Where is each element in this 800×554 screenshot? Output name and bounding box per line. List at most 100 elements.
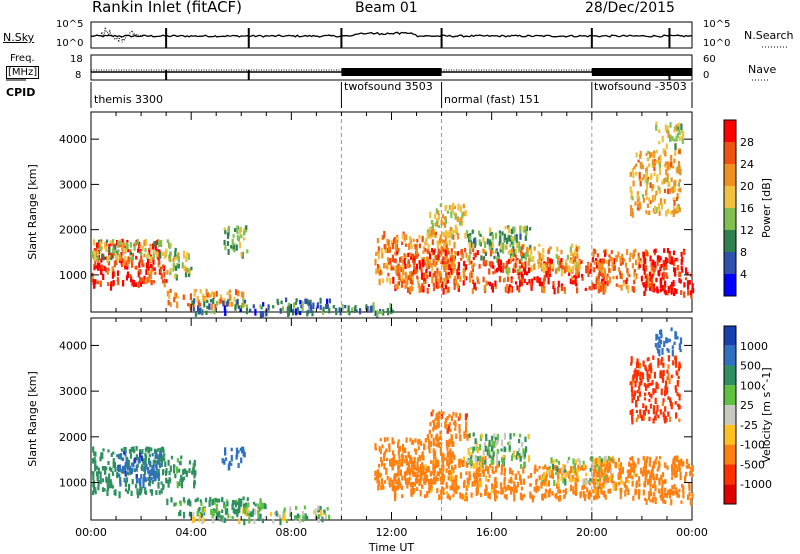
velocity-pixel	[94, 487, 97, 493]
power-pixel	[120, 251, 123, 256]
velocity-pixel	[511, 470, 514, 476]
power-pixel	[689, 290, 692, 296]
velocity-pixel	[592, 458, 596, 465]
velocity-pixel	[250, 511, 253, 517]
velocity-pixel	[221, 509, 224, 514]
velocity-colorbar-tick-2: 100	[740, 379, 761, 392]
power-pixel	[507, 250, 510, 255]
power-pixel	[100, 258, 103, 263]
power-pixel	[658, 255, 661, 263]
velocity-pixel	[637, 369, 640, 377]
xaxis-label: Time UT	[368, 541, 414, 554]
velocity-pixel	[644, 497, 647, 501]
power-pixel	[543, 269, 546, 274]
power-pixel	[187, 273, 191, 278]
velocity-pixel	[649, 478, 652, 484]
velocity-pixel	[162, 483, 165, 489]
velocity-pixel	[654, 496, 657, 501]
velocity-pixel	[243, 518, 246, 526]
velocity-pixel	[638, 482, 641, 488]
velocity-pixel	[436, 415, 439, 421]
velocity-pixel	[448, 495, 451, 501]
velocity-pixel	[273, 511, 276, 516]
power-pixel	[391, 242, 394, 250]
power-pixel	[117, 244, 120, 248]
velocity-pixel	[283, 512, 286, 518]
power-pixel	[668, 165, 671, 170]
power-pixel	[443, 277, 446, 282]
velocity-pixel	[655, 456, 658, 460]
xtick-label-2: 08:00	[275, 526, 307, 539]
velocity-pixel	[516, 451, 519, 458]
velocity-pixel	[584, 493, 587, 498]
power-pixel	[499, 235, 502, 242]
velocity-pixel	[594, 469, 597, 473]
power-pixel	[226, 291, 229, 296]
velocity-pixel	[424, 438, 427, 443]
power-pixel	[177, 256, 180, 263]
power-pixel	[325, 303, 328, 310]
power-pixel	[451, 256, 454, 262]
power-pixel	[537, 263, 540, 270]
power-pixel	[419, 262, 422, 270]
velocity-pixel	[429, 484, 432, 491]
power-pixel	[208, 294, 211, 298]
velocity-pixel	[546, 466, 549, 472]
power-pixel	[666, 291, 669, 296]
power-pixel	[435, 208, 438, 214]
power-pixel	[655, 121, 658, 129]
velocity-pixel	[259, 499, 262, 507]
velocity-pixel	[661, 356, 664, 362]
power-colorbar-cell-1	[724, 252, 736, 274]
velocity-pixel	[569, 484, 573, 492]
velocity-pixel	[143, 465, 146, 472]
power-pixel	[146, 252, 150, 259]
velocity-pixel	[561, 467, 564, 474]
velocity-pixel	[543, 493, 546, 498]
velocity-pixel	[378, 472, 381, 478]
velocity-pixel	[658, 336, 661, 343]
velocity-pixel	[394, 496, 397, 502]
velocity-pixel	[152, 459, 155, 467]
velocity-pixel	[245, 505, 248, 509]
power-pixel	[502, 248, 505, 254]
power-pixel	[420, 268, 423, 273]
power-pixel	[563, 286, 566, 291]
velocity-pixel	[418, 482, 421, 487]
power-pixel	[382, 309, 385, 316]
power-pixel	[673, 291, 676, 297]
velocity-pixel	[419, 472, 422, 476]
power-pixel	[216, 301, 219, 306]
power-pixel	[653, 167, 656, 172]
velocity-pixel	[669, 400, 672, 407]
power-pixel	[494, 269, 497, 274]
power-pixel	[396, 268, 399, 276]
power-pixel	[642, 282, 645, 288]
power-pixel	[641, 194, 645, 198]
power-pixel	[637, 202, 640, 208]
power-pixel	[123, 259, 126, 266]
velocity-pixel	[651, 379, 654, 386]
power-pixel	[398, 272, 401, 277]
power-pixel	[444, 205, 447, 211]
power-pixel	[145, 278, 148, 285]
power-ytick-label-0: 1000	[59, 269, 87, 282]
velocity-pixel	[660, 475, 663, 479]
velocity-pixel	[155, 471, 158, 475]
beam-label: Beam 01	[355, 0, 418, 16]
velocity-pixel	[604, 494, 607, 500]
velocity-pixel	[492, 459, 495, 465]
power-pixel	[139, 276, 142, 284]
power-pixel	[91, 272, 94, 280]
power-pixel	[637, 252, 640, 259]
power-pixel	[648, 151, 652, 159]
velocity-pixel	[677, 380, 680, 384]
power-pixel	[238, 241, 242, 249]
velocity-pixel	[631, 397, 634, 404]
power-pixel	[659, 288, 662, 293]
velocity-pixel	[573, 463, 576, 468]
velocity-pixel	[485, 484, 488, 488]
power-pixel	[483, 256, 486, 260]
velocity-pixel	[388, 443, 391, 448]
power-pixel	[407, 287, 410, 293]
